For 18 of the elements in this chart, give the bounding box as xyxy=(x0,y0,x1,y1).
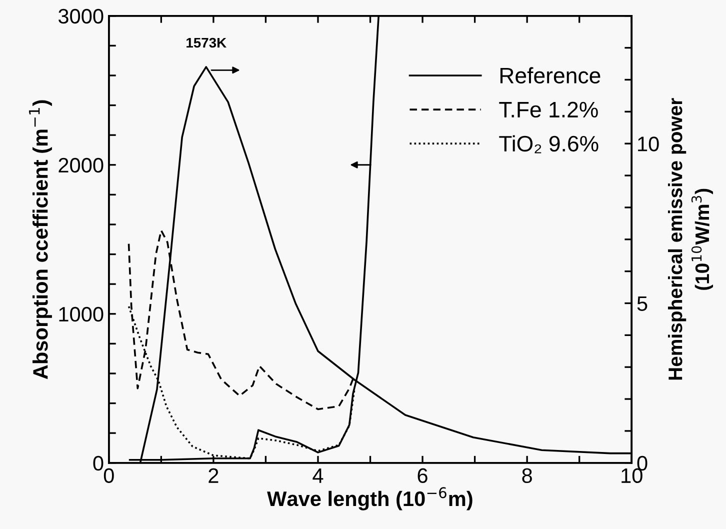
x-tick-label: 6 xyxy=(418,468,428,484)
y-tick-label: 0 xyxy=(93,456,104,471)
x-tick-label: 2 xyxy=(208,468,218,483)
y2-tick-label: 5 xyxy=(637,296,648,311)
x-axis-title: Wave length (10$^{−6}$m) xyxy=(267,487,472,510)
y-tick-label: 2000 xyxy=(58,158,104,173)
x-tick-label: 8 xyxy=(522,468,532,484)
legend-label: Reference xyxy=(500,67,600,84)
x-tick-label: 4 xyxy=(312,468,324,483)
legend-label: TiO₂ 9.6% xyxy=(499,135,598,154)
y-tick-label: 1000 xyxy=(59,306,104,322)
legend-label: T.Fe 1.2% xyxy=(499,102,598,118)
x-tick-label: 0 xyxy=(104,468,114,484)
y2-axis-title: Hemispherical emissive power (10$^{10}$W/m$^{3}$) xyxy=(668,98,713,380)
y-tick-label: 3000 xyxy=(58,8,104,24)
y2-tick-label: 10 xyxy=(638,136,659,152)
annotation: 1573K xyxy=(186,38,226,48)
y-axis-title: Absorption ccefficient (m$^{−1}$) xyxy=(29,100,52,380)
